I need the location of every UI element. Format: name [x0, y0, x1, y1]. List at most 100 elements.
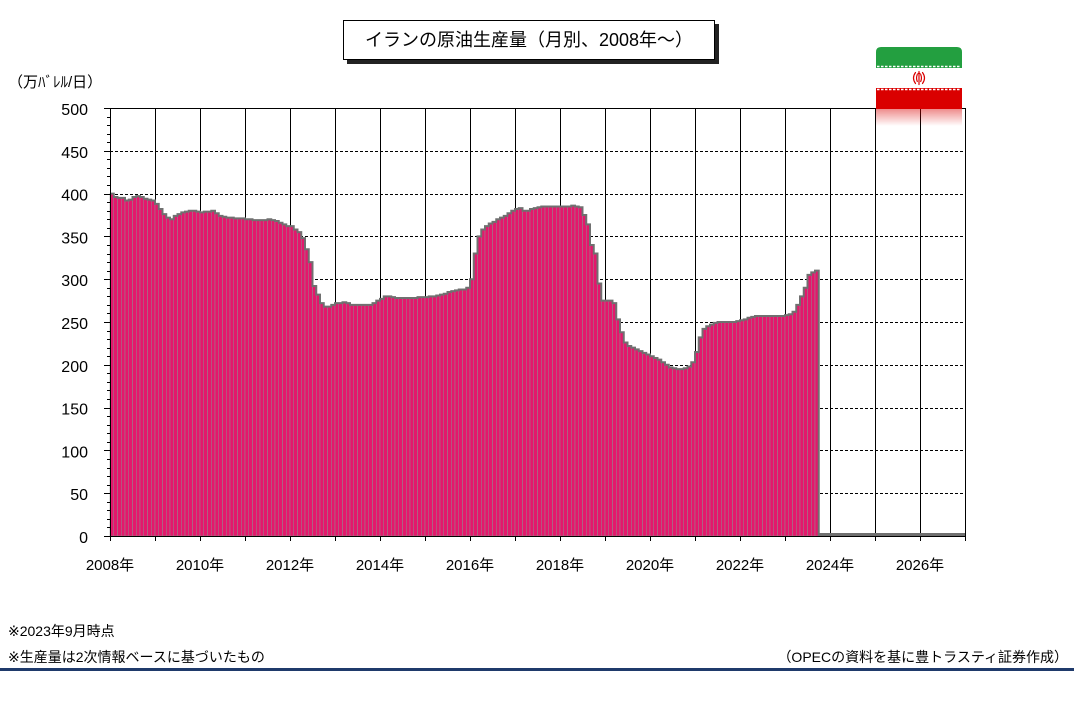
chart: 0 50 100 150 200 250 300 350 400 450 500 2008年 2010年…	[61, 47, 966, 574]
bar	[694, 351, 699, 537]
bar	[769, 315, 774, 537]
bar	[256, 219, 261, 537]
bar	[593, 253, 598, 537]
bar	[304, 248, 309, 537]
bar	[548, 206, 553, 537]
y-tick-label: 300	[61, 273, 88, 290]
bar	[709, 324, 714, 537]
bar	[409, 297, 414, 537]
bar	[608, 300, 613, 537]
axes	[104, 108, 966, 541]
bar	[252, 219, 257, 537]
bar	[421, 296, 426, 537]
bar	[777, 315, 782, 537]
bar	[319, 302, 324, 537]
bar	[128, 199, 133, 537]
bar	[169, 219, 174, 537]
x-tick-label: 2016年	[446, 557, 494, 574]
x-tick-label: 2018年	[536, 557, 584, 574]
y-axis-unit-label: （万ﾊﾞﾚﾙ/日）	[8, 74, 103, 91]
bar	[657, 359, 662, 537]
y-tick-label: 50	[70, 487, 88, 504]
bar	[477, 236, 482, 537]
iran-flag-icon	[876, 47, 962, 126]
bar	[514, 208, 519, 537]
bar	[406, 297, 411, 537]
bar	[807, 274, 812, 537]
bar	[177, 213, 182, 537]
bar	[619, 332, 624, 537]
bar	[158, 208, 163, 537]
bar	[691, 361, 696, 537]
bar	[612, 302, 617, 537]
bar	[436, 295, 441, 537]
bar	[229, 217, 234, 537]
bar	[668, 367, 673, 537]
bar	[244, 219, 249, 537]
bar	[184, 211, 189, 537]
bar	[274, 220, 279, 537]
bar	[199, 212, 204, 537]
bar	[792, 311, 797, 537]
y-tick-label: 0	[79, 530, 88, 547]
y-tick-label: 450	[61, 145, 88, 162]
bar	[518, 207, 523, 537]
bar	[649, 355, 654, 537]
bar	[376, 300, 381, 537]
bar	[372, 302, 377, 537]
bar	[589, 244, 594, 537]
bar	[196, 211, 201, 537]
bar	[541, 206, 546, 537]
bar	[773, 315, 778, 537]
bar	[481, 229, 486, 537]
bar	[383, 296, 388, 537]
bar	[724, 321, 729, 537]
bar	[743, 319, 748, 537]
bar	[334, 302, 339, 537]
flag-emblem-right-inner	[920, 73, 923, 83]
bar	[293, 229, 298, 537]
bar	[458, 289, 463, 537]
note-data-basis: ※生産量は2次情報ベースに基づいたもの	[8, 649, 265, 665]
bar	[533, 207, 538, 537]
bar	[207, 211, 212, 537]
bar	[811, 272, 816, 537]
bar	[173, 215, 178, 537]
bar	[537, 207, 542, 537]
bar	[526, 210, 531, 537]
flag-emblem-right-outer	[921, 71, 926, 85]
bar	[192, 210, 197, 537]
bar	[211, 210, 216, 537]
bar	[713, 322, 718, 537]
x-tick-label: 2026年	[896, 557, 944, 574]
bar	[323, 306, 328, 537]
bar	[732, 321, 737, 537]
bar	[728, 321, 733, 537]
chart-title: イランの原油生産量（月別、2008年～）	[343, 20, 715, 60]
bar	[417, 296, 422, 537]
bar	[627, 345, 632, 537]
bar	[484, 225, 489, 537]
bar	[166, 217, 171, 537]
bar	[601, 300, 606, 537]
bar	[237, 218, 242, 537]
bar	[402, 297, 407, 537]
bar	[346, 302, 351, 537]
flag-green-band	[876, 47, 962, 68]
bar	[139, 196, 144, 537]
bars	[109, 192, 965, 537]
bar	[507, 213, 512, 537]
bar	[203, 211, 208, 537]
x-tick-label: 2014年	[356, 557, 404, 574]
bar	[567, 206, 572, 537]
bar	[717, 321, 722, 537]
bar	[113, 196, 118, 537]
bar	[706, 326, 711, 537]
flag-emblem-left-inner	[915, 73, 918, 83]
bar	[398, 297, 403, 537]
bar	[394, 297, 399, 537]
bar	[289, 225, 294, 537]
bar	[511, 210, 516, 537]
plot-frame	[110, 108, 966, 537]
